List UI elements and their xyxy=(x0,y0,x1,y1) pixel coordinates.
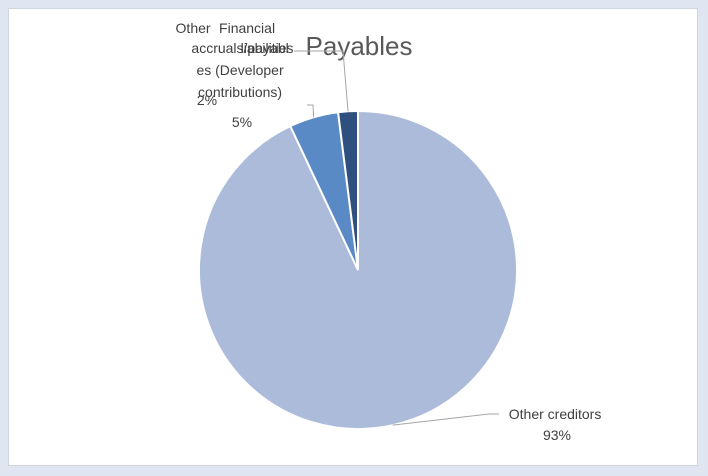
pie-chart: Payables Other creditors 93% accruals/pa… xyxy=(176,20,605,443)
leader-line-other-creditors xyxy=(392,413,499,426)
slice-financial-liabilities xyxy=(336,109,359,271)
data-label-other-creditors: Other creditors 93% xyxy=(509,406,605,443)
data-label-other-accruals-line-2: es (Developer xyxy=(196,62,283,78)
data-label-other-accruals-percent: 5% xyxy=(232,114,252,130)
data-label-other-accruals: accruals/payabl es (Developer contributi… xyxy=(191,40,292,130)
data-label-other-accruals-line-3: contributions) xyxy=(198,84,282,100)
data-label-financial-liabilities: Other Financial liabilities 2% xyxy=(176,20,298,108)
leader-line-other-accruals xyxy=(307,104,315,118)
pie-slices xyxy=(198,109,518,430)
data-label-financial-liabilities-line-2: liabilities xyxy=(241,40,294,56)
chart-title: Payables xyxy=(306,31,413,61)
data-label-financial-liabilities-percent: 2% xyxy=(197,92,217,108)
data-label-financial-liabilities-line-1b: Financial xyxy=(219,20,275,36)
data-label-financial-liabilities-line-1: Other xyxy=(176,20,211,36)
data-label-other-creditors-percent: 93% xyxy=(543,427,571,443)
data-label-other-creditors-name: Other creditors xyxy=(509,406,602,422)
leader-line-financial-liabilities xyxy=(294,50,349,112)
chart-area: Payables Other creditors 93% accruals/pa… xyxy=(8,8,698,466)
leader-lines xyxy=(294,50,499,426)
data-label-other-accruals-line-1: accruals/payabl xyxy=(191,40,288,56)
